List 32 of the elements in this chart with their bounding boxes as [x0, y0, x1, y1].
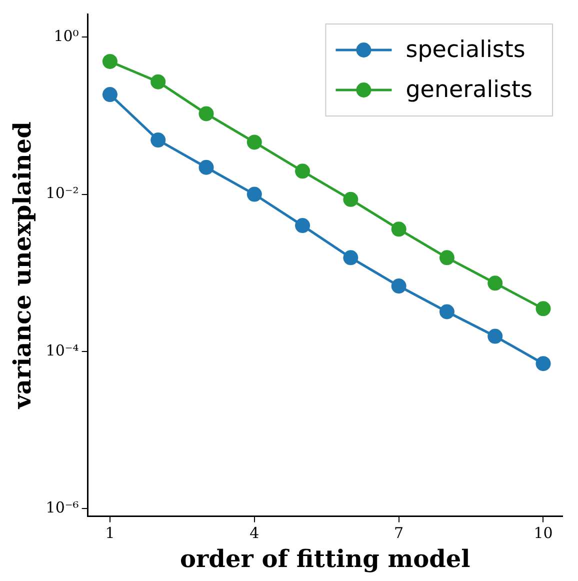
point	[295, 218, 310, 234]
point	[536, 301, 551, 316]
point	[439, 250, 454, 266]
x-tick-label: 4	[250, 524, 260, 542]
point	[102, 54, 118, 69]
legend-label: specialists	[406, 36, 526, 63]
x-tick-label: 7	[394, 524, 404, 542]
legend-label: generalists	[406, 76, 533, 103]
point	[391, 278, 406, 294]
point	[150, 74, 166, 90]
point	[439, 304, 454, 320]
point	[150, 132, 166, 148]
point	[198, 106, 214, 122]
point	[536, 356, 551, 372]
y-tick-label: 10⁻⁴	[46, 341, 79, 360]
point	[343, 250, 358, 266]
point	[488, 276, 503, 291]
y-axis-title: variance unexplained	[8, 121, 37, 410]
point	[102, 87, 118, 102]
y-tick-label: 10⁰	[54, 27, 79, 46]
point	[295, 164, 310, 179]
y-tick-label: 10⁻²	[46, 184, 79, 202]
point	[488, 328, 503, 344]
y-tick-label: 10⁻⁶	[46, 498, 79, 516]
x-axis-title: order of fitting model	[180, 544, 470, 573]
x-tick-label: 10	[534, 524, 553, 542]
point	[391, 222, 406, 237]
point	[198, 160, 214, 175]
x-tick-label: 1	[105, 524, 115, 542]
point	[246, 186, 262, 202]
point	[343, 192, 358, 207]
point	[246, 134, 262, 150]
